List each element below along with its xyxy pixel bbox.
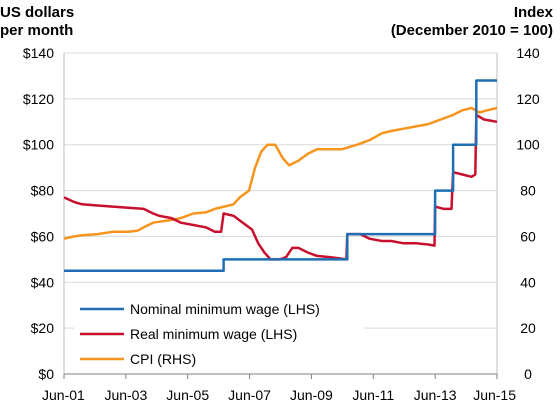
legend: Nominal minimum wage (LHS) Real minimum … bbox=[74, 292, 364, 370]
left-tick-label: $20 bbox=[31, 320, 55, 336]
x-tick-label: Jun-05 bbox=[166, 387, 209, 403]
right-tick-label: 0 bbox=[524, 366, 532, 382]
left-tick-label: $0 bbox=[38, 366, 54, 382]
left-tick-label: $80 bbox=[31, 183, 55, 199]
x-tick-label: Jun-13 bbox=[414, 387, 457, 403]
x-tick-label: Jun-07 bbox=[228, 387, 271, 403]
x-tick-label: Jun-11 bbox=[352, 387, 394, 403]
left-axis-title-line2: per month bbox=[0, 22, 73, 39]
series-cpi-line bbox=[63, 106, 498, 240]
legend-label-nominal: Nominal minimum wage (LHS) bbox=[130, 301, 320, 317]
gridlines bbox=[64, 52, 497, 329]
x-tick-label: Jun-03 bbox=[104, 387, 147, 403]
x-axis-ticks bbox=[63, 374, 498, 379]
right-axis-tick-labels: 0 20 40 60 80 100 120 140 bbox=[516, 45, 540, 382]
left-tick-label: $100 bbox=[23, 137, 54, 153]
legend-label-cpi: CPI (RHS) bbox=[130, 351, 196, 367]
right-axis-title-line1: Index bbox=[514, 4, 554, 21]
right-tick-label: 80 bbox=[520, 183, 536, 199]
left-tick-label: $140 bbox=[23, 45, 54, 61]
right-tick-label: 20 bbox=[520, 320, 536, 336]
left-tick-label: $60 bbox=[31, 228, 55, 244]
left-axis-tick-labels: $0 $20 $40 $60 $80 $100 $120 $140 bbox=[23, 45, 54, 382]
right-tick-label: 40 bbox=[520, 274, 536, 290]
x-tick-label: Jun-15 bbox=[473, 387, 516, 403]
series-real-line bbox=[63, 113, 498, 261]
legend-label-real: Real minimum wage (LHS) bbox=[130, 326, 297, 342]
x-tick-label: Jun-01 bbox=[42, 387, 85, 403]
x-axis-tick-labels: Jun-01 Jun-03 Jun-05 Jun-07 Jun-09 Jun-11 Jun-… bbox=[42, 387, 516, 403]
right-tick-label: 100 bbox=[516, 137, 540, 153]
x-tick-label: Jun-09 bbox=[290, 387, 333, 403]
left-tick-label: $40 bbox=[31, 274, 55, 290]
right-tick-label: 140 bbox=[516, 45, 540, 61]
series-nominal-line bbox=[64, 79, 497, 273]
right-axis-title-line2: (December 2010 = 100) bbox=[391, 22, 553, 39]
series-group bbox=[63, 79, 498, 273]
right-tick-label: 60 bbox=[520, 228, 536, 244]
left-axis-title-line1: US dollars bbox=[0, 4, 74, 21]
left-tick-label: $120 bbox=[23, 91, 54, 107]
right-tick-label: 120 bbox=[516, 91, 540, 107]
legend-background bbox=[74, 292, 364, 370]
